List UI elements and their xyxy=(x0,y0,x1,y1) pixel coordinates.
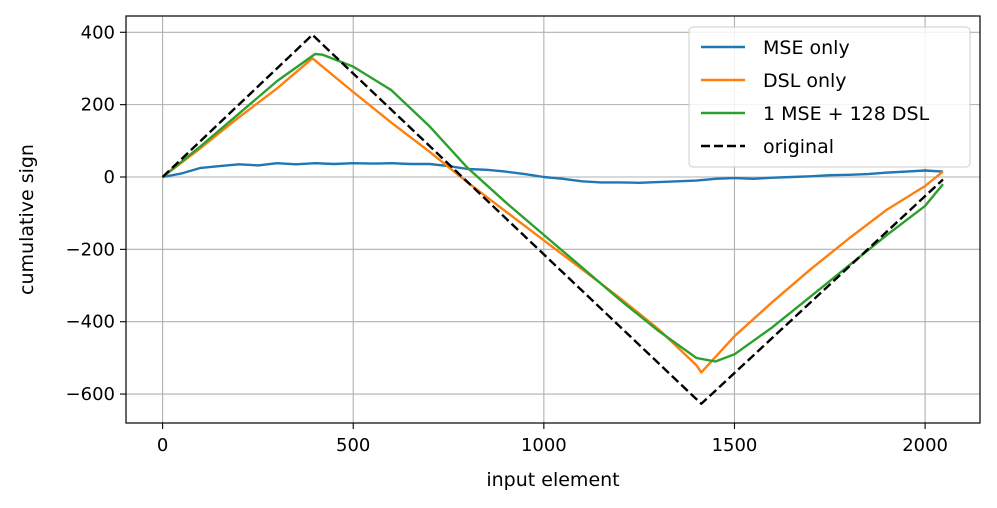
legend-label: 1 MSE + 128 DSL xyxy=(763,103,930,125)
x-axis-label: input element xyxy=(486,469,619,491)
x-tick-label: 500 xyxy=(336,435,370,456)
plot-frame xyxy=(125,15,981,424)
x-tick-label: 2000 xyxy=(902,435,948,456)
y-tick-label: 0 xyxy=(104,167,115,188)
y-axis-label: cumulative sign xyxy=(16,144,38,295)
x-tick-label: 1500 xyxy=(712,435,758,456)
y-tick-label: −200 xyxy=(66,239,115,260)
series-line-dsl-only xyxy=(161,57,944,374)
series-line-original xyxy=(161,33,944,405)
legend-label: DSL only xyxy=(763,70,847,92)
y-tick-label: 400 xyxy=(81,22,115,43)
x-tick-label: 1000 xyxy=(521,435,567,456)
legend-label: MSE only xyxy=(763,37,850,59)
y-tick-label: −600 xyxy=(66,384,115,405)
y-tick-label: −400 xyxy=(66,312,115,333)
series-lines xyxy=(161,33,944,405)
legend-label: original xyxy=(763,136,834,158)
y-tick-label: 200 xyxy=(81,95,115,116)
series-line-1-mse-128-dsl xyxy=(161,52,944,363)
series-line-mse-only xyxy=(162,161,944,185)
legend: MSE only DSL only 1 MSE + 128 DSL original xyxy=(688,26,971,168)
legend-box xyxy=(688,26,971,168)
x-tick-label: 0 xyxy=(157,435,168,456)
